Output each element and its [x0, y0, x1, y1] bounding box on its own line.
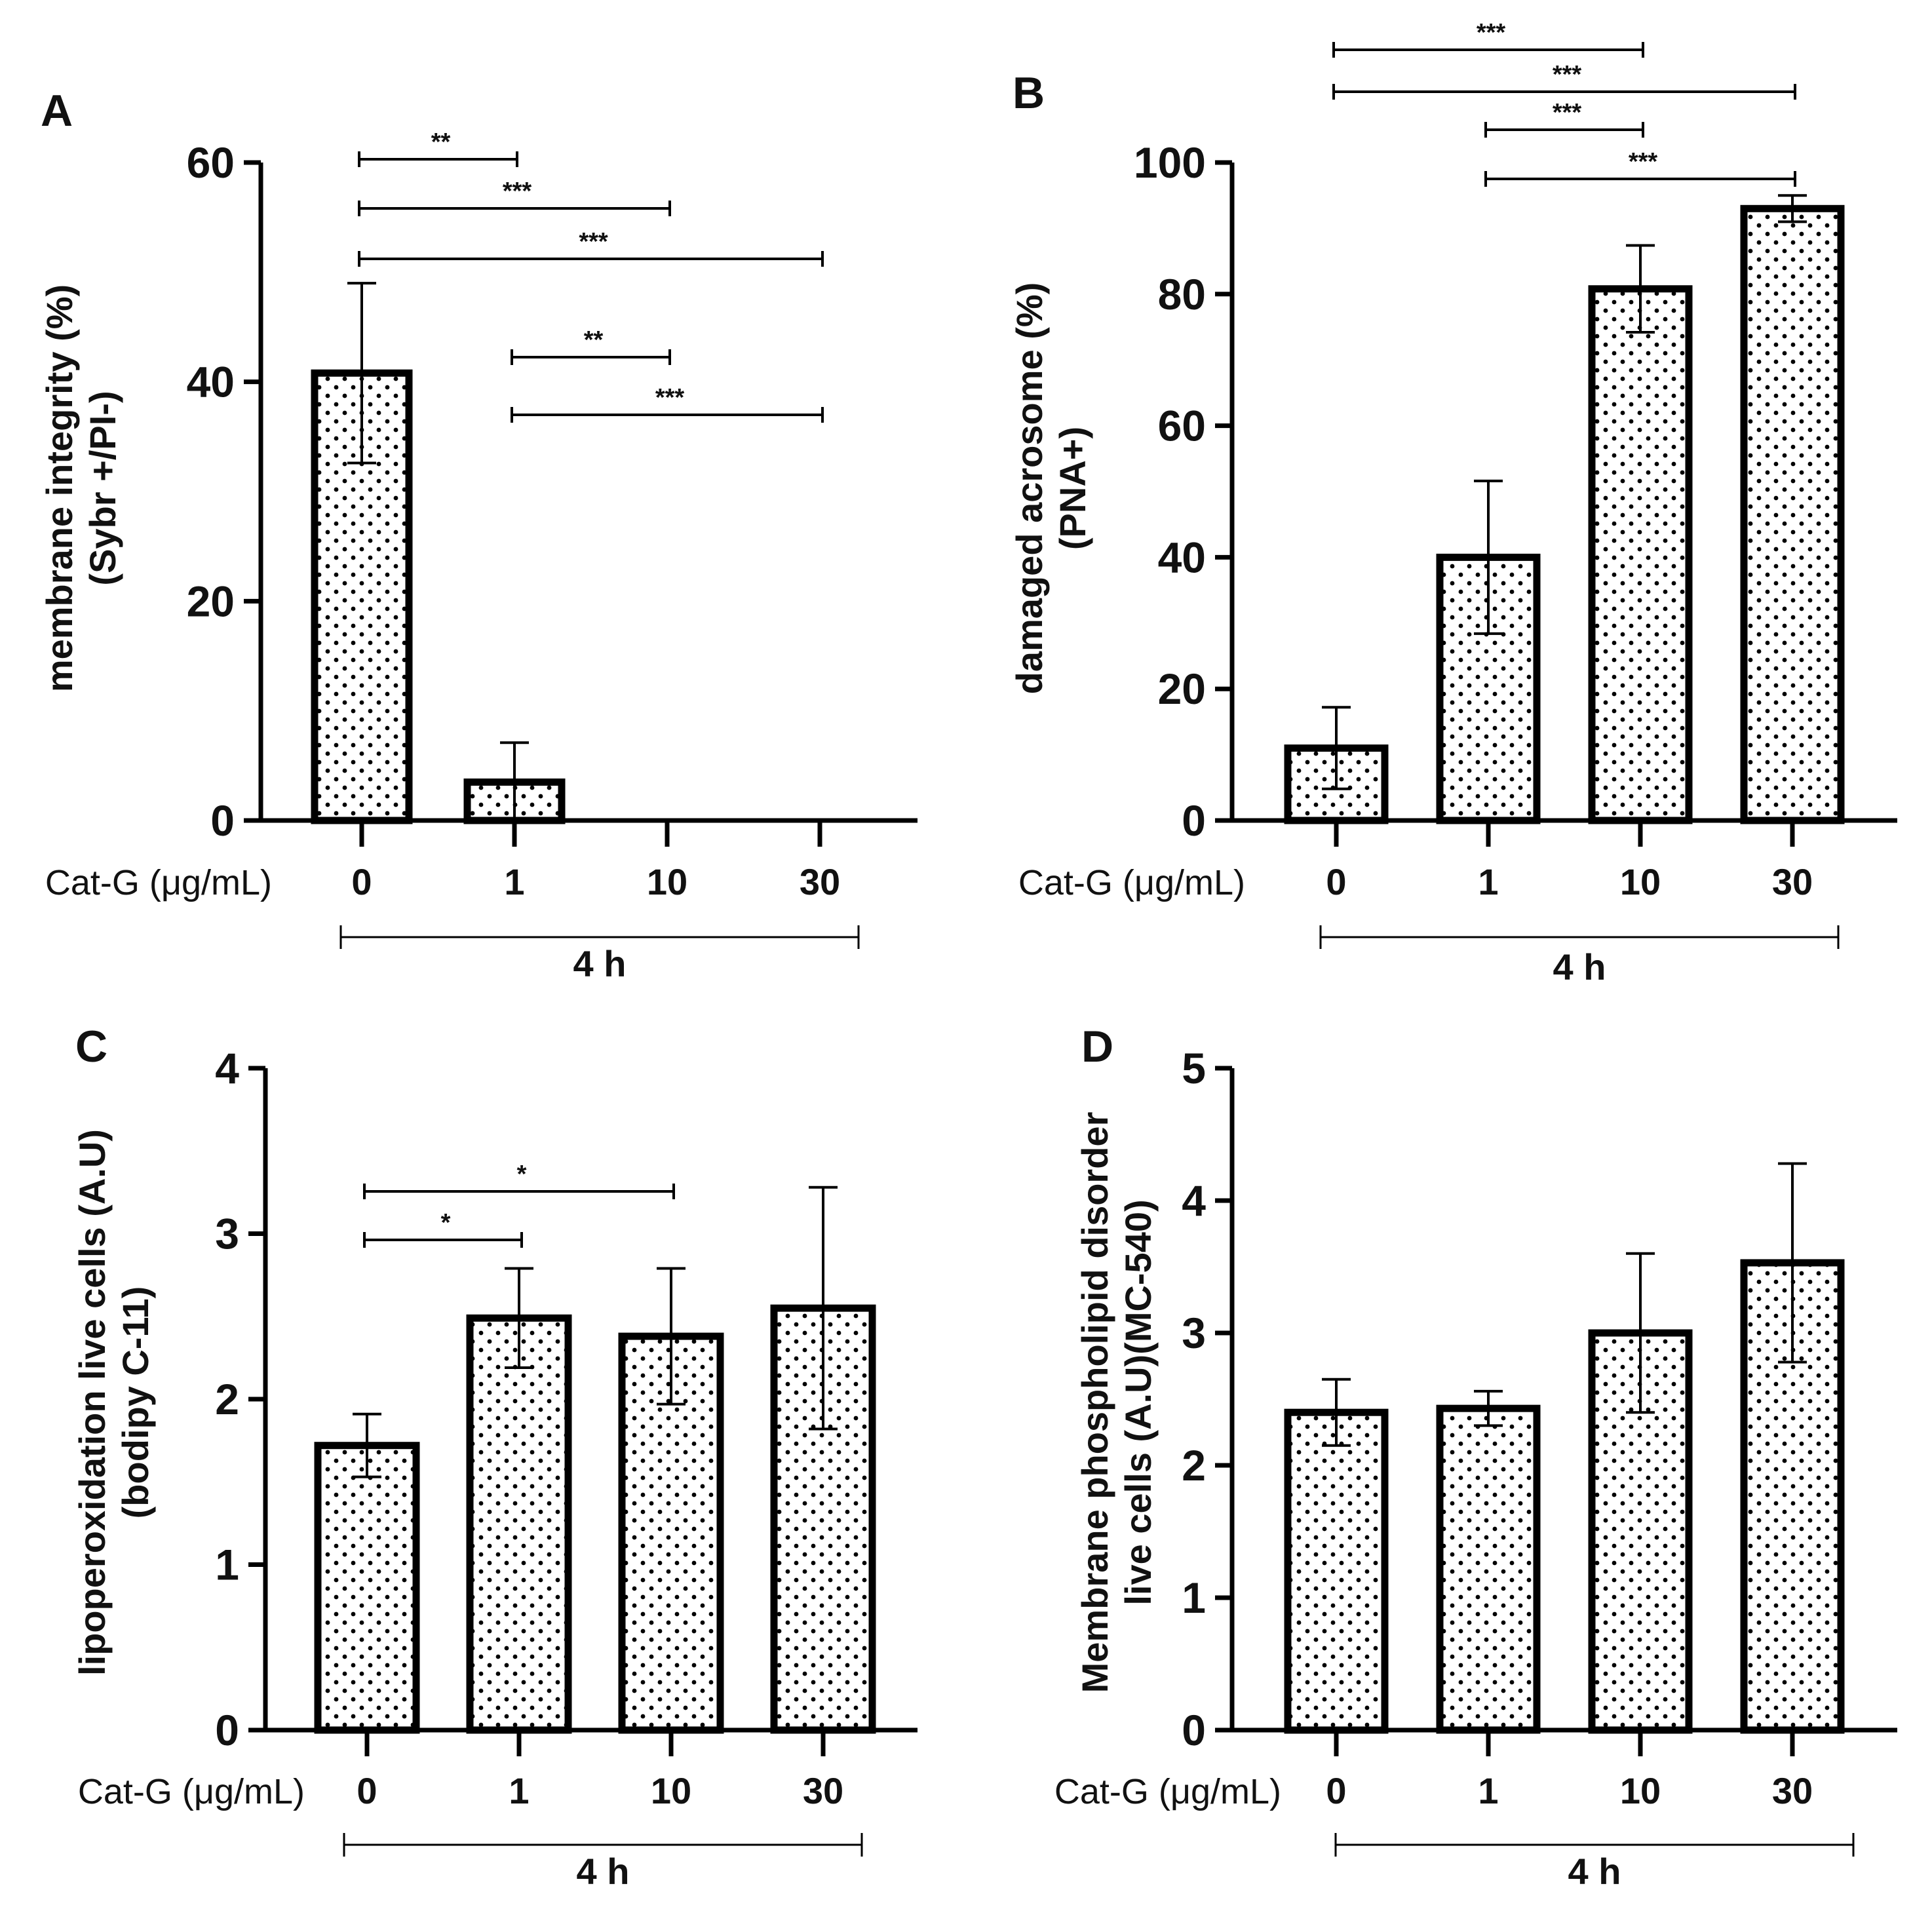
condition-label-b: Cat-G (μg/mL)	[1018, 863, 1245, 902]
panel-letter-b: B	[1013, 68, 1045, 118]
y-axis-label-a: membrane integrity (%)(Sybr +/PI-)	[39, 284, 123, 692]
y-axis-label-line1-a: membrane integrity (%)	[39, 284, 80, 692]
category-label-d: 0	[1326, 1770, 1346, 1811]
category-label-a: 30	[800, 861, 840, 902]
y-tick-label-b: 100	[1134, 138, 1206, 187]
y-tick-label-b: 40	[1158, 533, 1206, 581]
category-label-c: 30	[803, 1770, 843, 1811]
y-axis-label-line2-c: (bodipy C-11)	[115, 1286, 156, 1519]
y-tick-label-c: 2	[215, 1375, 239, 1423]
condition-label-a: Cat-G (μg/mL)	[45, 863, 272, 902]
y-tick-label-a: 60	[187, 138, 235, 187]
y-tick-label-d: 0	[1182, 1706, 1206, 1754]
y-axis-label-line1-c: lipoperoxidation live cells (A.U)	[71, 1129, 113, 1676]
significance-label-a: **	[431, 128, 451, 156]
panel-d: D 0 1 2 3 4 5 Membrane phospholipid disorderliv…	[1054, 1022, 1897, 1892]
y-axis-label-d: Membrane phospholipid disorderlive cells…	[1074, 1112, 1159, 1693]
category-label-a: 0	[351, 861, 372, 902]
category-label-a: 10	[647, 861, 687, 902]
y-tick-label-d: 1	[1182, 1573, 1206, 1622]
bar-d-30	[1740, 1259, 1845, 1734]
time-label-c: 4 h	[577, 1851, 630, 1892]
panel-c: C 0 1 2 3 4 lipoperoxidation live cells (A.U)(…	[71, 1022, 918, 1892]
significance-label-c: *	[517, 1161, 527, 1188]
y-tick-label-b: 60	[1158, 402, 1206, 450]
bar-d-1	[1436, 1404, 1541, 1734]
panel-a: A 0 20 40 60 membrane integrity (%)(Sybr +/PI…	[39, 86, 918, 984]
significance-label-c: *	[441, 1209, 451, 1237]
y-tick-label-c: 0	[215, 1706, 239, 1754]
category-label-b: 1	[1478, 861, 1498, 902]
bar-b-10	[1588, 285, 1693, 824]
category-label-d: 30	[1772, 1770, 1813, 1811]
category-label-c: 1	[509, 1770, 529, 1811]
time-label-a: 4 h	[573, 943, 627, 984]
time-label-b: 4 h	[1553, 946, 1606, 988]
significance-label-a: ***	[579, 228, 608, 256]
y-axis-label-line2-b: (PNA+)	[1052, 427, 1093, 550]
category-label-b: 10	[1620, 861, 1661, 902]
time-label-d: 4 h	[1568, 1851, 1621, 1892]
category-label-d: 10	[1620, 1770, 1661, 1811]
y-axis-label-line2-d: live cells (A.U)(MC-540)	[1117, 1199, 1159, 1605]
y-axis-label-line1-d: Membrane phospholipid disorder	[1074, 1112, 1115, 1693]
category-label-d: 1	[1478, 1770, 1498, 1811]
bar-b-30	[1740, 204, 1845, 824]
y-tick-label-c: 1	[215, 1541, 239, 1589]
significance-label-a: ***	[655, 384, 685, 412]
category-label-c: 10	[651, 1770, 691, 1811]
category-label-c: 0	[357, 1770, 377, 1811]
significance-label-b: ***	[1477, 19, 1506, 47]
y-axis-label-b: damaged acrosome (%)(PNA+)	[1009, 282, 1093, 695]
bar-c-0	[314, 1442, 420, 1734]
y-tick-label-c: 4	[215, 1044, 239, 1092]
category-label-b: 30	[1772, 861, 1813, 902]
significance-label-b: ***	[1553, 99, 1582, 126]
category-label-b: 0	[1326, 861, 1346, 902]
y-tick-label-c: 3	[215, 1210, 239, 1258]
y-tick-label-d: 2	[1182, 1441, 1206, 1490]
y-axis-label-line1-b: damaged acrosome (%)	[1009, 282, 1050, 695]
significance-label-b: ***	[1553, 61, 1582, 88]
y-tick-label-a: 40	[187, 358, 235, 406]
panel-letter-c: C	[75, 1022, 107, 1071]
y-tick-label-a: 20	[187, 577, 235, 625]
panel-letter-d: D	[1081, 1022, 1113, 1071]
y-axis-label-c: lipoperoxidation live cells (A.U)(bodipy…	[71, 1129, 156, 1676]
category-label-a: 1	[504, 861, 524, 902]
y-tick-label-b: 20	[1158, 665, 1206, 713]
y-tick-label-b: 0	[1182, 796, 1206, 845]
condition-label-d: Cat-G (μg/mL)	[1054, 1772, 1281, 1811]
y-tick-label-d: 5	[1182, 1044, 1206, 1092]
significance-label-b: ***	[1629, 148, 1658, 176]
panel-letter-a: A	[41, 86, 73, 136]
y-tick-label-d: 4	[1182, 1176, 1206, 1225]
significance-label-a: **	[584, 326, 604, 354]
condition-label-c: Cat-G (μg/mL)	[78, 1772, 305, 1811]
y-tick-label-b: 80	[1158, 270, 1206, 318]
y-tick-label-d: 3	[1182, 1309, 1206, 1357]
y-tick-label-a: 0	[210, 796, 235, 845]
bar-d-0	[1284, 1408, 1389, 1734]
significance-label-a: ***	[503, 178, 532, 205]
y-axis-label-line2-a: (Sybr +/PI-)	[82, 391, 123, 585]
bar-c-1	[466, 1314, 572, 1734]
